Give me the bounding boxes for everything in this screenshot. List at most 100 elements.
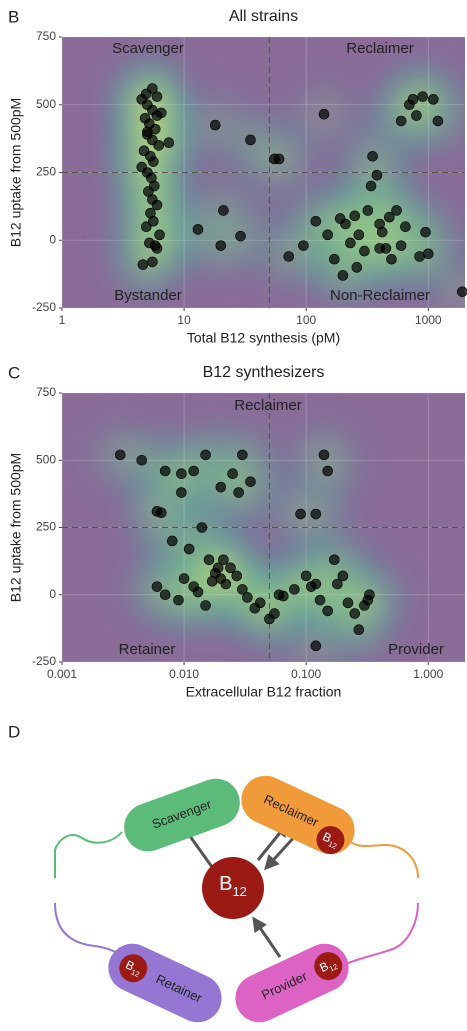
point [159,589,171,601]
point [237,584,248,595]
x-tick-label: 10 [177,313,191,327]
point [314,594,326,606]
point [428,94,439,105]
density-core [448,277,465,306]
point [140,88,152,100]
y-axis-label: B12 uptake from 500pM [8,453,24,602]
y-tick-label: 0 [49,232,56,246]
point [400,221,411,232]
point [218,205,229,216]
point [456,286,467,298]
point [322,465,333,477]
point [365,180,377,192]
x-tick-label: 0.100 [291,667,321,681]
b12-subscript: 12 [328,962,339,974]
point [273,153,285,165]
point [310,508,322,520]
point [192,224,204,235]
point [192,586,204,598]
flagellum [54,831,123,878]
y-tick-label: 250 [36,165,56,179]
point [362,594,374,606]
point [310,640,322,652]
point [215,240,227,251]
point [227,468,238,480]
point [391,205,402,216]
b12-letter: B [219,873,232,895]
point [329,554,340,566]
x-axis-label: Extracellular B12 fraction [186,684,342,700]
point [155,507,167,519]
point [237,449,248,461]
point [114,449,126,461]
point [273,589,285,601]
point [242,592,253,603]
point [148,156,159,167]
b12-badge [314,952,343,981]
cell-body [124,778,240,852]
point [337,270,349,281]
panel-label: C [8,363,20,382]
point [173,594,184,606]
y-tick-label: 250 [36,520,56,534]
charts: -250 0 250 500 750 1 10 100 1000 Scavenger Reclaim… [8,7,467,700]
chart: -250 0 250 500 750 0.001 0.010 0.100 1.000 Reclai… [8,363,465,700]
point [137,259,149,270]
point [384,211,395,223]
point [166,535,178,547]
point [218,554,229,566]
quadrant-label: Reclaimer [346,40,414,57]
point [183,543,195,555]
point [245,134,256,146]
point [349,210,361,222]
point [395,115,407,127]
panel-label: B [8,7,19,26]
y-tick-label: 750 [36,29,56,43]
point [395,240,407,251]
arrow [263,833,298,871]
y-tick-label: 750 [36,385,56,399]
point [362,205,374,216]
point [300,570,312,582]
point [215,481,227,493]
quadrant-label: Bystander [114,287,182,304]
x-tick-label: 1000 [415,313,442,327]
point [136,454,148,466]
point [176,487,187,498]
point [349,608,361,619]
point [200,449,211,461]
point [188,465,200,477]
point [147,256,158,268]
point [203,554,215,566]
point [154,229,165,241]
b12-center-label: B12 [219,873,247,899]
point [337,570,349,582]
b12-subscript: 12 [130,967,141,979]
point [432,115,444,127]
point [295,508,306,520]
point [206,575,218,587]
point [322,229,333,241]
point [151,91,163,102]
y-tick-label: 500 [36,97,56,111]
point [342,597,354,609]
arrow [252,916,282,958]
quadrant-label: Provider [388,641,444,658]
y-tick-label: 0 [49,587,56,601]
panel-label: D [8,722,20,741]
point [345,237,356,249]
point [318,108,330,120]
point [332,578,343,590]
point [298,240,309,251]
point [422,248,434,260]
chart-title: B12 synthesizers [203,364,325,381]
point [322,605,333,617]
point [420,226,431,238]
flagellum [342,902,419,966]
point [359,245,370,257]
point [163,137,175,148]
